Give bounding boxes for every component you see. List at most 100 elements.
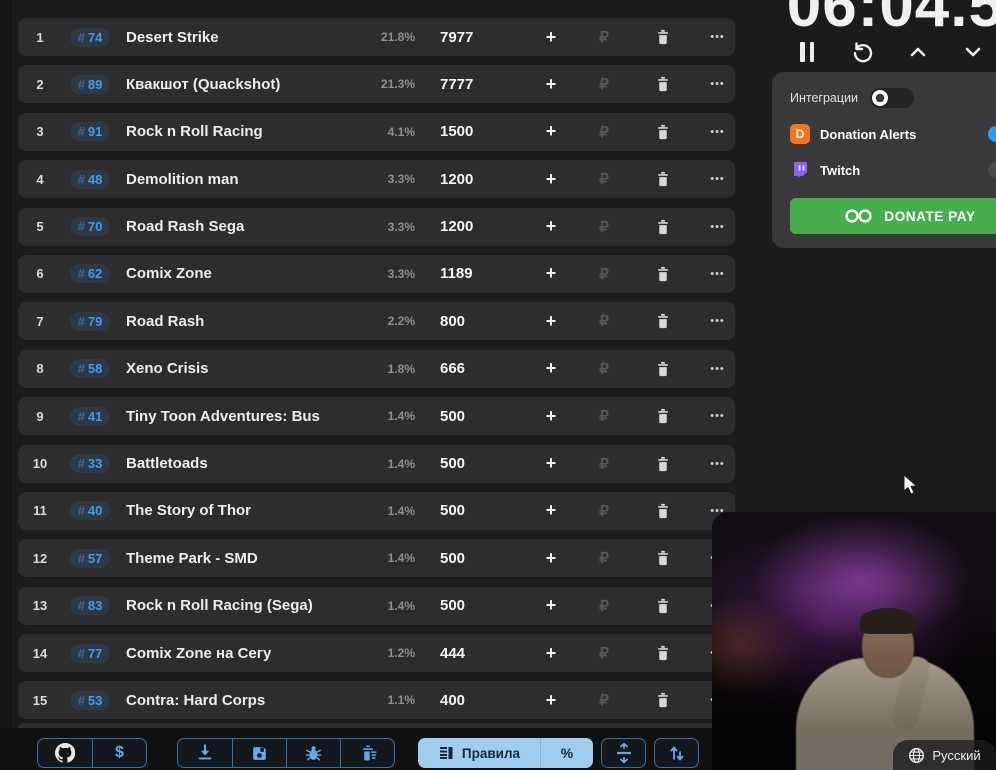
lot-amount[interactable]: 500	[440, 455, 466, 473]
add-bid-button[interactable]: +	[545, 405, 557, 426]
lot-row[interactable]: 11 #40 The Story of Thor 1.4% 500 + ₽ ••…	[18, 491, 735, 530]
percent-mode-button[interactable]: %	[540, 738, 593, 768]
lot-row[interactable]: 15 #53 Contra: Hard Corps 1.1% 400 + ₽ •…	[18, 681, 735, 720]
add-bid-button[interactable]: +	[545, 26, 557, 47]
lot-menu-button[interactable]: •••	[710, 457, 725, 470]
delete-lot-button[interactable]	[626, 407, 700, 425]
add-bid-button[interactable]: +	[545, 168, 557, 189]
lot-row[interactable]: 13 #83 Rock n Roll Racing (Sega) 1.4% 50…	[18, 586, 735, 625]
sort-button[interactable]	[654, 738, 699, 768]
lot-menu-button[interactable]: •••	[710, 315, 725, 328]
github-button[interactable]	[38, 739, 92, 767]
lot-name[interactable]: Road Rash Sega	[126, 218, 245, 236]
lot-menu-button[interactable]: •••	[710, 362, 725, 375]
clear-list-button[interactable]	[340, 739, 394, 767]
ruble-icon[interactable]: ₽	[599, 218, 609, 236]
integration-donation-alerts[interactable]: D Donation Alerts	[772, 124, 996, 144]
lot-amount[interactable]: 500	[440, 407, 466, 425]
donate-pay-button[interactable]: DONATE PAY	[790, 198, 996, 234]
lot-row[interactable]: 4 #48 Demolition man 3.3% 1200 + ₽ •••	[18, 160, 735, 199]
language-selector[interactable]: Русский	[893, 740, 996, 770]
lot-row[interactable]: 7 #79 Road Rash 2.2% 800 + ₽ •••	[18, 302, 735, 341]
lot-amount[interactable]: 444	[440, 644, 466, 662]
lot-menu-button[interactable]: •••	[710, 220, 725, 233]
lot-name[interactable]: Demolition man	[126, 170, 239, 188]
delete-lot-button[interactable]	[626, 691, 700, 709]
delete-lot-button[interactable]	[626, 265, 700, 283]
delete-lot-button[interactable]	[626, 123, 700, 141]
lot-row[interactable]: 5 #70 Road Rash Sega 3.3% 1200 + ₽ •••	[18, 207, 735, 246]
lot-amount[interactable]: 1200	[440, 218, 474, 236]
report-bug-button[interactable]	[286, 739, 340, 767]
lot-menu-button[interactable]: •••	[710, 125, 725, 138]
add-bid-button[interactable]: +	[545, 642, 557, 663]
lot-name[interactable]: Квакшот (Quackshot)	[126, 75, 281, 93]
download-button[interactable]	[178, 739, 232, 767]
lot-row[interactable]: 12 #57 Theme Park - SMD 1.4% 500 + ₽ •••	[18, 539, 735, 578]
lot-name[interactable]: Rock n Roll Racing	[126, 123, 263, 141]
lot-menu-button[interactable]: •••	[710, 78, 725, 91]
lot-amount[interactable]: 500	[440, 597, 466, 615]
lot-row[interactable]: 2 #89 Квакшот (Quackshot) 21.3% 7777 + ₽…	[18, 65, 735, 104]
delete-lot-button[interactable]	[626, 502, 700, 520]
delete-lot-button[interactable]	[626, 312, 700, 330]
lot-row[interactable]: 6 #62 Comix Zone 3.3% 1189 + ₽ •••	[18, 254, 735, 293]
lot-name[interactable]: Rock n Roll Racing (Sega)	[126, 597, 313, 615]
ruble-icon[interactable]: ₽	[599, 550, 609, 568]
lot-menu-button[interactable]: •••	[710, 173, 725, 186]
lot-name[interactable]: Contra: Hard Corps	[126, 691, 266, 709]
lot-name[interactable]: Comix Zone	[126, 265, 212, 283]
add-bid-button[interactable]: +	[545, 216, 557, 237]
lot-amount[interactable]: 666	[440, 360, 466, 378]
ruble-icon[interactable]: ₽	[599, 171, 609, 189]
twitch-toggle[interactable]	[988, 162, 996, 178]
lot-amount[interactable]: 1200	[440, 170, 474, 188]
add-bid-button[interactable]: +	[545, 73, 557, 94]
lot-name[interactable]: Battletoads	[126, 455, 208, 473]
delete-lot-button[interactable]	[626, 455, 700, 473]
ruble-icon[interactable]: ₽	[599, 597, 609, 615]
delete-lot-button[interactable]	[626, 170, 700, 188]
lot-menu-button[interactable]: •••	[710, 31, 725, 43]
lot-amount[interactable]: 7977	[440, 28, 474, 46]
lot-amount[interactable]: 800	[440, 312, 466, 330]
lot-amount[interactable]: 1500	[440, 123, 474, 141]
split-evenly-button[interactable]	[601, 738, 646, 768]
delete-lot-button[interactable]	[626, 360, 700, 378]
add-bid-button[interactable]: +	[545, 689, 557, 710]
delete-lot-button[interactable]	[626, 218, 700, 236]
lot-row[interactable]: 3 #91 Rock n Roll Racing 4.1% 1500 + ₽ •…	[18, 112, 735, 151]
lot-name[interactable]: Desert Strike	[126, 28, 219, 46]
donation-alerts-toggle[interactable]	[988, 126, 996, 142]
restart-timer-button[interactable]	[845, 38, 879, 66]
integration-twitch[interactable]: Twitch	[772, 160, 996, 180]
lot-amount[interactable]: 1189	[440, 265, 473, 283]
lot-row[interactable]: 14 #77 Comix Zone на Сегу 1.2% 444 + ₽ •…	[18, 634, 735, 673]
rules-button[interactable]: Правила	[418, 738, 540, 768]
delete-lot-button[interactable]	[626, 75, 700, 93]
add-bid-button[interactable]: +	[545, 595, 557, 616]
lot-amount[interactable]: 7777	[440, 75, 474, 93]
lot-name[interactable]: Comix Zone на Сегу	[126, 644, 272, 662]
pause-button[interactable]	[790, 38, 824, 66]
ruble-icon[interactable]: ₽	[599, 645, 609, 663]
ruble-icon[interactable]: ₽	[599, 692, 609, 710]
ruble-icon[interactable]: ₽	[599, 408, 609, 426]
lot-row[interactable]: 10 #33 Battletoads 1.4% 500 + ₽ •••	[18, 444, 735, 483]
subtract-time-button[interactable]	[956, 38, 990, 66]
lot-menu-button[interactable]: •••	[710, 267, 725, 280]
add-bid-button[interactable]: +	[545, 453, 557, 474]
delete-lot-button[interactable]	[626, 644, 700, 662]
ruble-icon[interactable]: ₽	[599, 123, 609, 141]
lot-menu-button[interactable]: •••	[710, 410, 725, 423]
ruble-icon[interactable]: ₽	[599, 265, 609, 283]
add-bid-button[interactable]: +	[545, 547, 557, 568]
lot-amount[interactable]: 400	[440, 691, 466, 709]
ruble-icon[interactable]: ₽	[599, 455, 609, 473]
lot-row[interactable]: 8 #58 Xeno Crisis 1.8% 666 + ₽ •••	[18, 349, 735, 388]
ruble-icon[interactable]: ₽	[599, 360, 609, 378]
ruble-icon[interactable]: ₽	[599, 76, 609, 94]
lot-row[interactable]: 1 #74 Desert Strike 21.8% 7977 + ₽ •••	[18, 18, 735, 56]
add-bid-button[interactable]: +	[545, 121, 557, 142]
lot-name[interactable]: Xeno Crisis	[126, 360, 209, 378]
